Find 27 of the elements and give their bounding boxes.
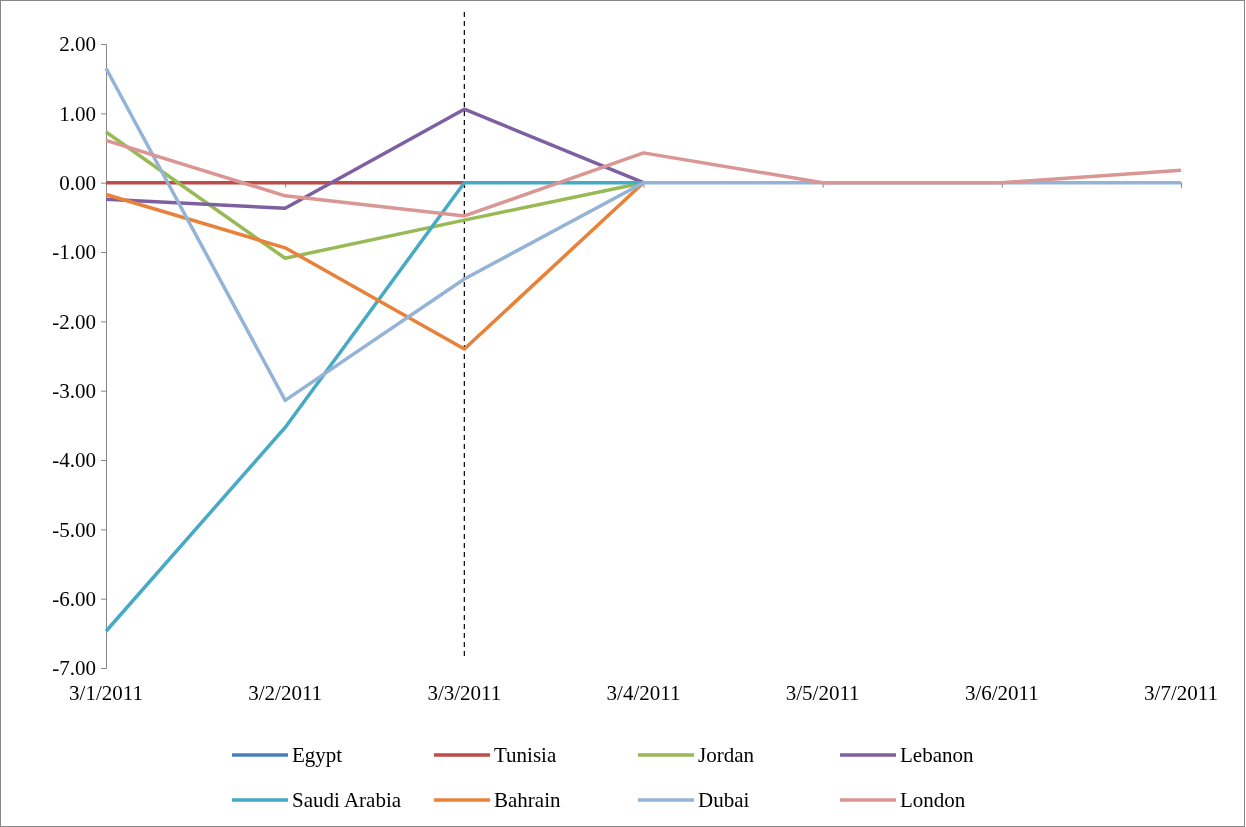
legend-label: Bahrain (494, 788, 561, 812)
x-tick-label: 3/2/2011 (248, 681, 323, 705)
legend-label: Saudi Arabia (292, 788, 402, 812)
y-tick-label: -2.00 (52, 309, 96, 334)
y-tick-label: -4.00 (52, 448, 96, 473)
x-tick-label: 3/5/2011 (785, 681, 860, 705)
y-tick-label: -7.00 (52, 656, 96, 681)
y-tick-label: -6.00 (52, 586, 96, 611)
legend-label: Lebanon (900, 743, 974, 767)
x-tick-label: 3/7/2011 (1144, 681, 1218, 705)
legend-label: Egypt (292, 743, 343, 767)
legend-label: London (900, 788, 966, 812)
y-tick-label: 2.00 (59, 32, 96, 57)
line-series (104, 107, 646, 211)
legend-label: Tunisia (494, 743, 557, 767)
x-tick-label: 3/6/2011 (964, 681, 1039, 705)
y-tick-label: -3.00 (52, 378, 96, 403)
y-tick-label: 0.00 (59, 170, 96, 195)
legend-label: Jordan (698, 743, 755, 767)
y-tick-label: -1.00 (52, 240, 96, 265)
y-tick-label: 1.00 (59, 101, 96, 126)
y-tick-label: -5.00 (52, 517, 96, 542)
line-series (104, 138, 1183, 218)
x-tick-label: 3/1/2011 (69, 681, 143, 705)
legend-label: Dubai (698, 788, 750, 812)
x-tick-label: 3/4/2011 (606, 681, 681, 705)
x-tick-label: 3/3/2011 (427, 681, 502, 705)
